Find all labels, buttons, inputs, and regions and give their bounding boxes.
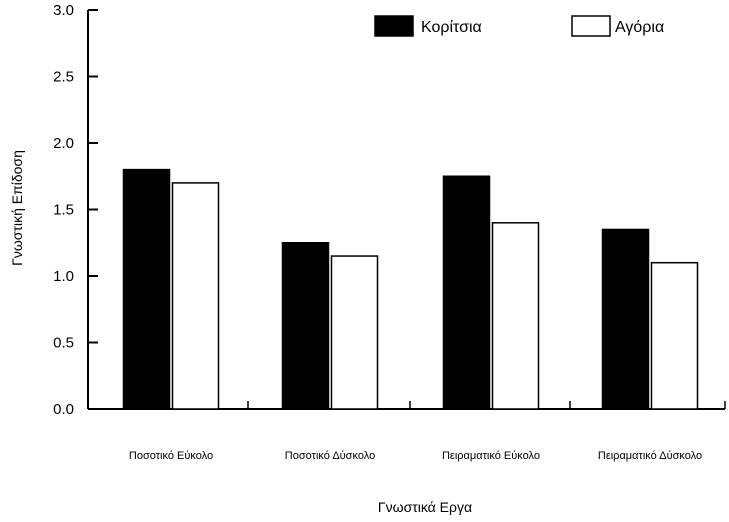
x-category-label: Ποσοτικό Εύκολο [129, 450, 213, 462]
x-category-label: Ποσοτικό Δύσκολο [285, 450, 375, 462]
bar-girls [122, 168, 171, 410]
y-tick-label: 2.5 [53, 69, 74, 86]
bars [122, 168, 699, 410]
legend-label: Κορίτσια [421, 19, 482, 36]
bar-girls [442, 175, 491, 410]
x-axis-title: Γνωστικά Εργα [378, 499, 472, 515]
y-axis-title: Γνωστική Επίδοση [9, 150, 25, 266]
y-tick-label: 1.0 [53, 268, 74, 285]
bar-boys [171, 182, 220, 410]
y-tick-label: 2.0 [53, 135, 74, 152]
bar-boys [491, 222, 540, 410]
bar-boys [650, 261, 699, 410]
legend: Κορίτσια Αγόρια [374, 15, 664, 37]
x-category-label: Πειραματικό Δύσκολο [598, 450, 702, 462]
bar-girls [601, 228, 650, 410]
bar-girls [281, 242, 330, 410]
x-category-label: Πειραματικό Εύκολο [442, 450, 540, 462]
legend-swatch [374, 15, 414, 37]
y-tick-label: 0.0 [53, 401, 74, 418]
legend-label: Αγόρια [615, 19, 664, 36]
labels: 0.0 0.5 1.0 1.5 2.0 2.5 3.0 Ποσοτικό Εύκολο Ποσο… [53, 2, 702, 462]
y-tick-label: 1.5 [53, 202, 74, 219]
legend-swatch [571, 15, 611, 37]
y-tick-label: 0.5 [53, 335, 74, 352]
y-tick-label: 3.0 [53, 2, 74, 19]
bar-boys [330, 255, 379, 410]
